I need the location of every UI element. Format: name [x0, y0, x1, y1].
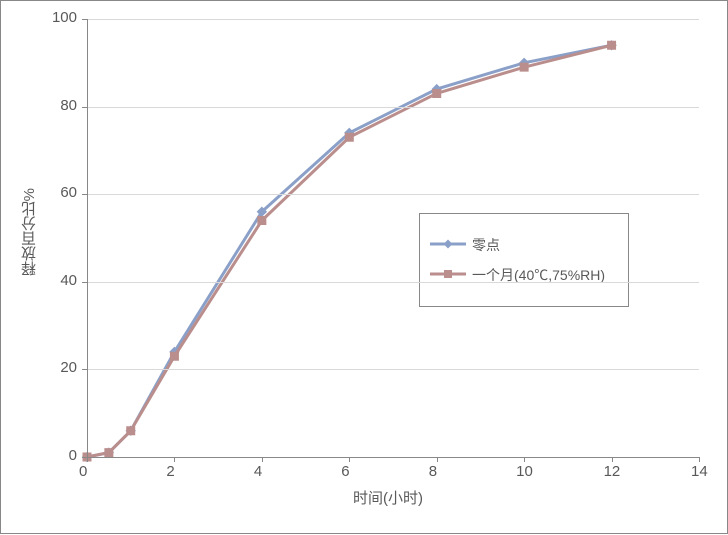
y-tick-label: 0 — [69, 447, 77, 464]
grid-line-h — [87, 19, 699, 20]
x-tick-mark — [437, 457, 438, 462]
y-tick-label: 80 — [60, 97, 77, 114]
x-tick-mark — [174, 457, 175, 462]
x-tick-mark — [349, 457, 350, 462]
series-marker — [433, 89, 441, 97]
y-tick-mark — [82, 194, 87, 195]
series-marker — [127, 427, 135, 435]
grid-line-h — [87, 194, 699, 195]
series-marker — [258, 216, 266, 224]
y-tick-mark — [82, 19, 87, 20]
series-marker — [520, 63, 528, 71]
grid-line-h — [87, 107, 699, 108]
series-marker — [170, 352, 178, 360]
x-tick-label: 2 — [166, 463, 174, 480]
x-tick-label: 8 — [429, 463, 437, 480]
x-tick-label: 6 — [341, 463, 349, 480]
y-tick-label: 60 — [60, 184, 77, 201]
x-axis-title: 时间(小时) — [353, 487, 423, 508]
x-axis-line — [87, 457, 699, 458]
y-tick-mark — [82, 107, 87, 108]
x-tick-mark — [87, 457, 88, 462]
legend-item: 零点 — [430, 234, 618, 256]
series-marker — [608, 41, 616, 49]
x-tick-label: 4 — [254, 463, 262, 480]
chart-container: 释放百分比% 时间(小时) 零点一个月(40℃,75%RH) 020406080… — [0, 0, 728, 534]
y-tick-mark — [82, 282, 87, 283]
y-tick-mark — [82, 457, 87, 458]
x-tick-label: 10 — [516, 463, 533, 480]
grid-line-h — [87, 282, 699, 283]
x-tick-mark — [524, 457, 525, 462]
legend: 零点一个月(40℃,75%RH) — [419, 213, 629, 307]
x-tick-mark — [612, 457, 613, 462]
grid-line-h — [87, 369, 699, 370]
y-tick-mark — [82, 369, 87, 370]
x-tick-label: 14 — [691, 463, 708, 480]
y-tick-label: 100 — [52, 9, 77, 26]
series-marker — [345, 133, 353, 141]
legend-swatch — [430, 236, 466, 255]
x-tick-label: 0 — [79, 463, 87, 480]
x-tick-mark — [699, 457, 700, 462]
series-marker — [105, 449, 113, 457]
x-tick-mark — [262, 457, 263, 462]
x-tick-label: 12 — [604, 463, 621, 480]
y-tick-label: 40 — [60, 272, 77, 289]
y-axis-title: 释放百分比% — [19, 188, 40, 276]
y-tick-label: 20 — [60, 359, 77, 376]
legend-label: 零点 — [472, 235, 500, 255]
y-axis-line — [87, 19, 88, 457]
